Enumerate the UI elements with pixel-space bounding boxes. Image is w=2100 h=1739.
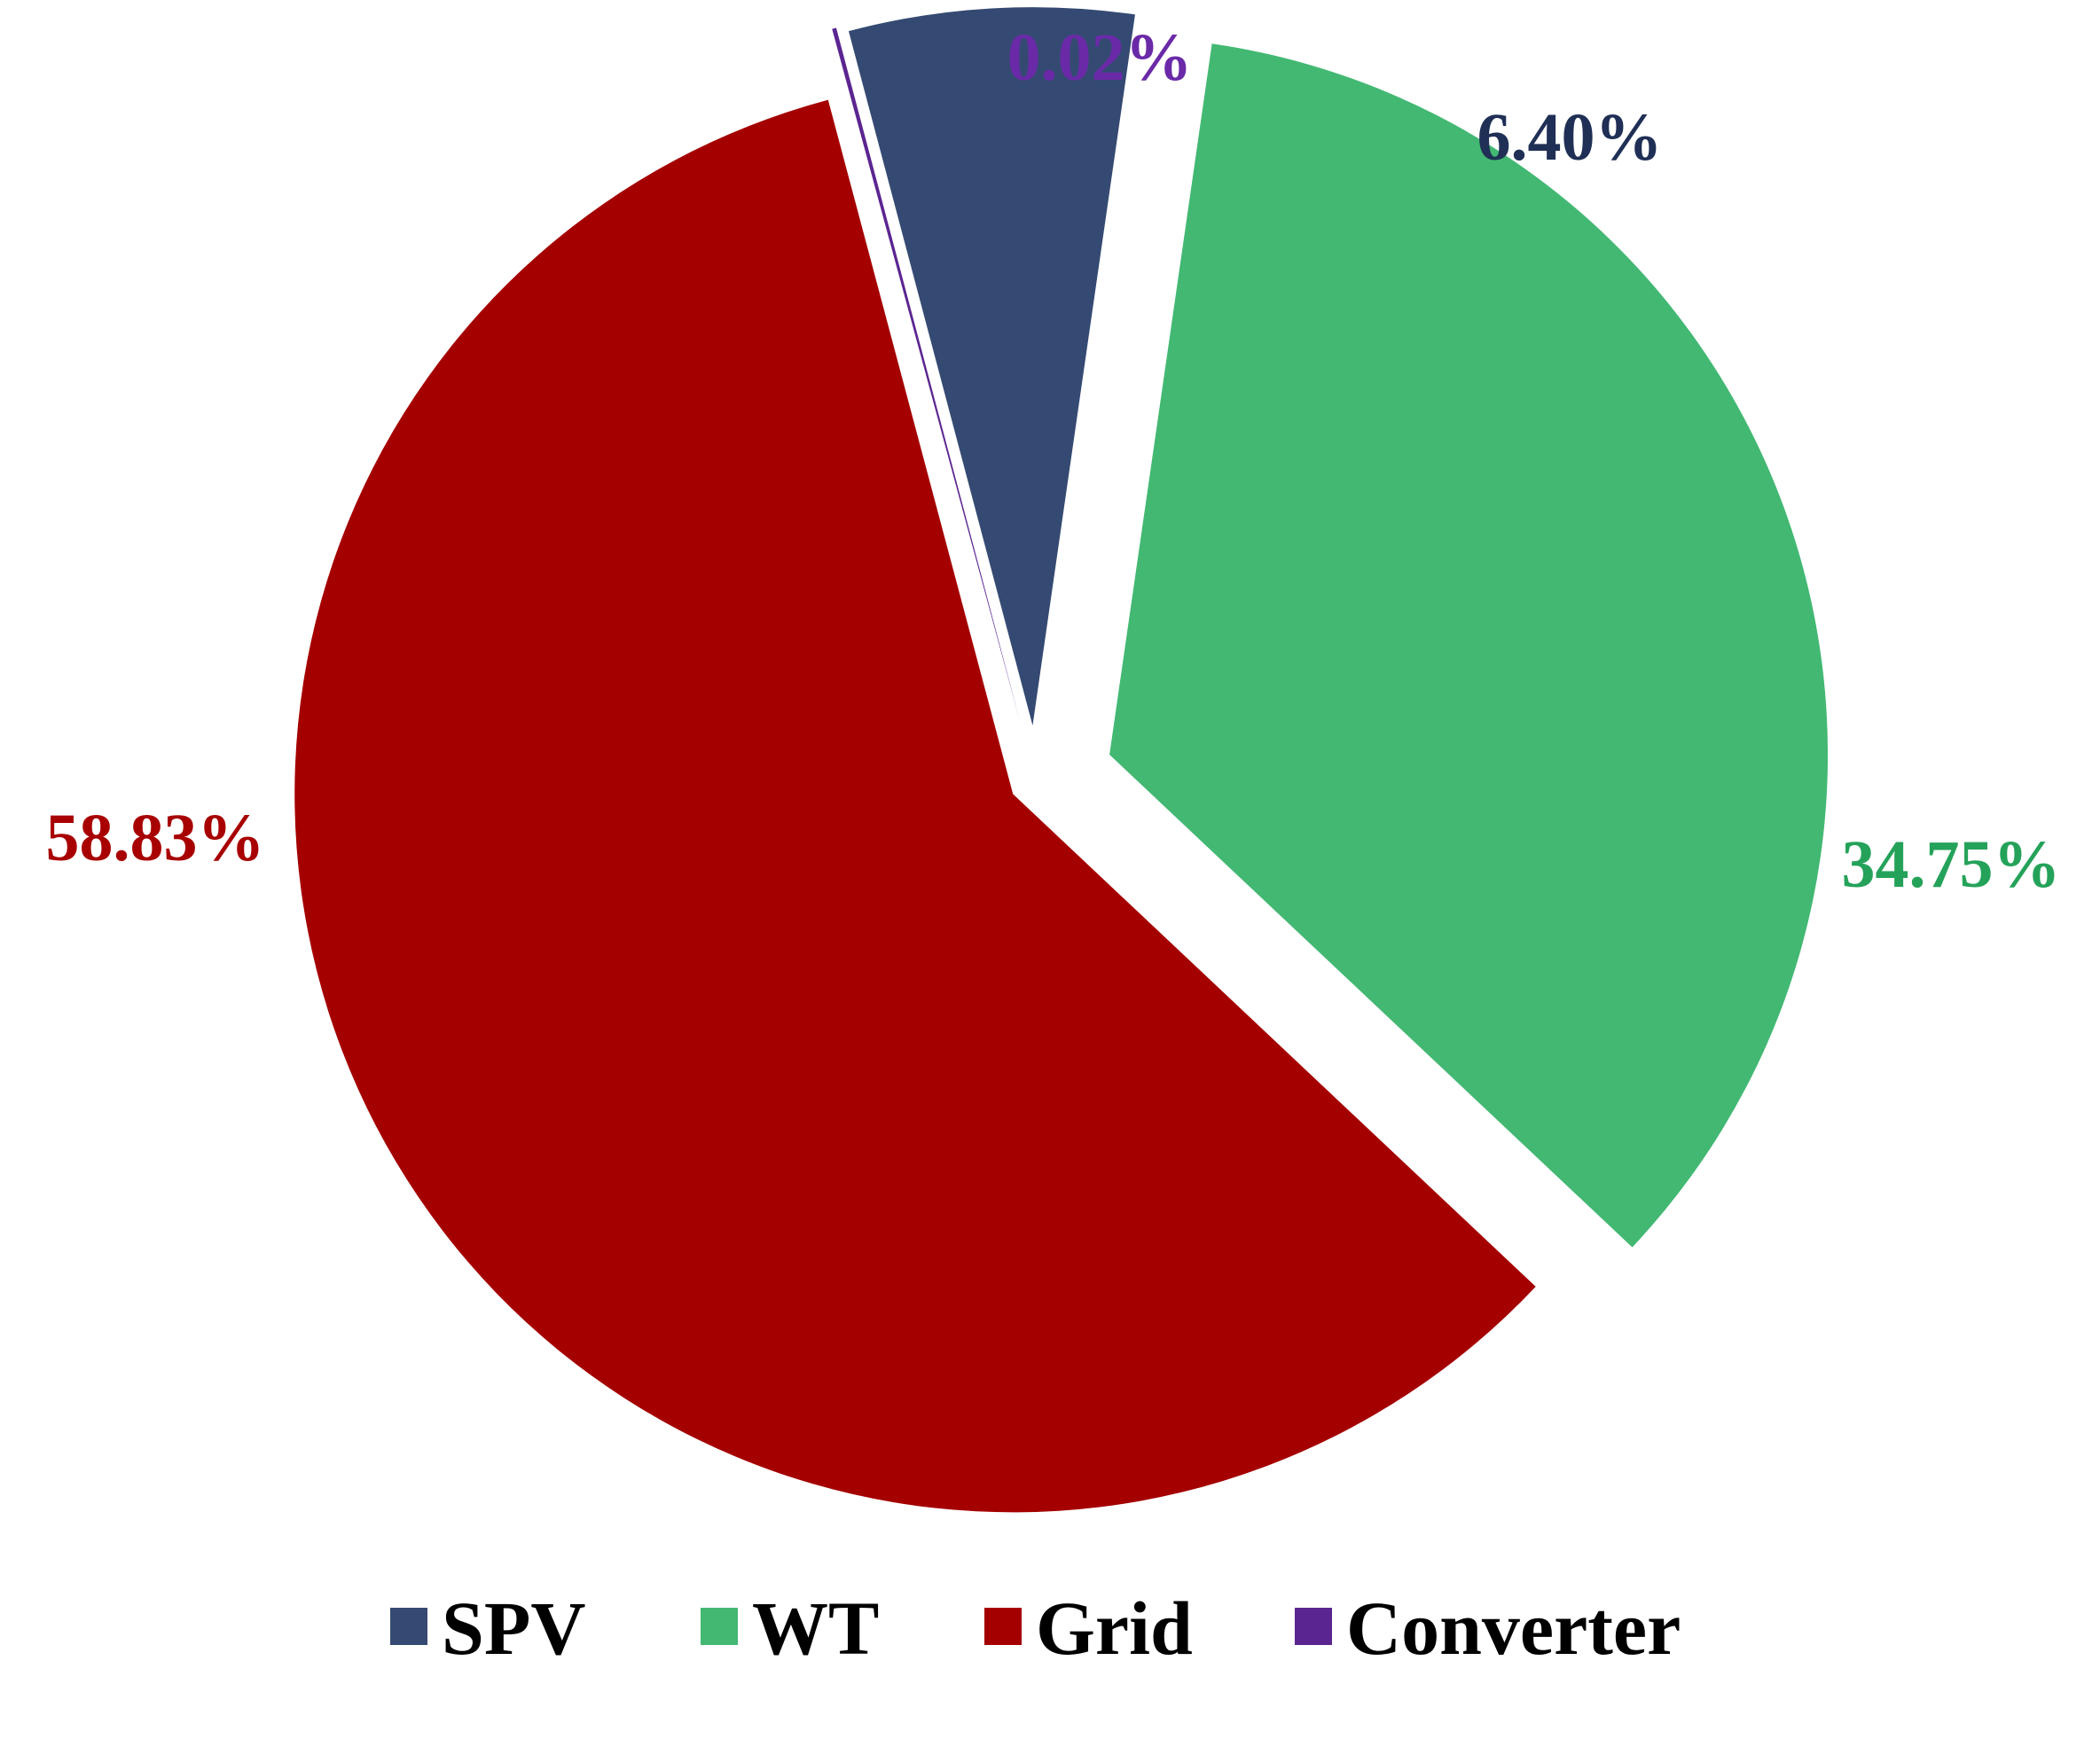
pie-slices xyxy=(294,7,1829,1513)
pie-slice-spv xyxy=(848,7,1135,726)
legend-label-wt: WT xyxy=(752,1586,879,1671)
legend-swatch-grid xyxy=(984,1608,1022,1645)
pie-labels: 6.40% 34.75% 58.83% 0.02% xyxy=(46,20,2061,902)
legend-swatch-converter xyxy=(1295,1608,1332,1645)
legend-swatch-wt xyxy=(701,1608,738,1645)
pie-slice-grid xyxy=(294,99,1536,1513)
data-label-grid: 58.83% xyxy=(46,801,265,875)
data-label-converter: 0.02% xyxy=(1007,20,1193,95)
legend: SPV WT Grid Converter xyxy=(390,1586,1681,1671)
legend-label-grid: Grid xyxy=(1036,1586,1193,1671)
legend-swatch-spv xyxy=(390,1608,427,1645)
data-label-wt: 34.75% xyxy=(1842,827,2061,902)
data-label-spv: 6.40% xyxy=(1477,100,1663,175)
legend-label-spv: SPV xyxy=(442,1586,585,1671)
legend-label-converter: Converter xyxy=(1346,1586,1681,1671)
pie-slice-wt xyxy=(1109,43,1829,1248)
pie-slice-converter xyxy=(832,27,1021,723)
